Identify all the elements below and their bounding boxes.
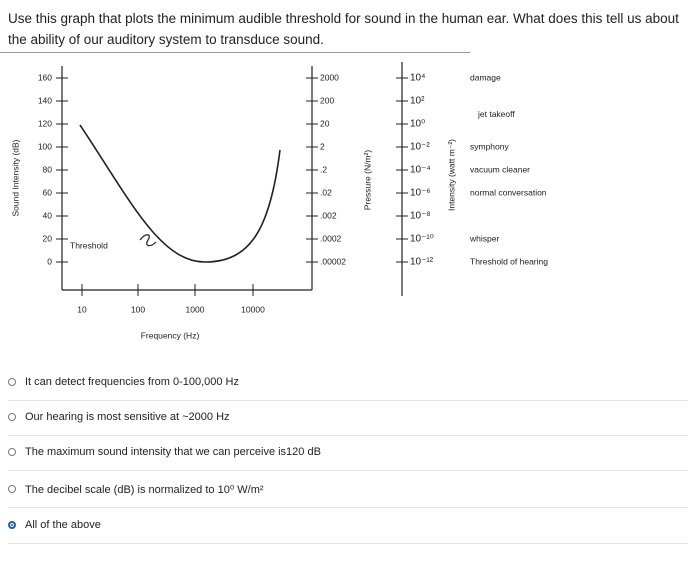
option-text: It can detect frequencies from 0-100,000… [25, 376, 240, 388]
pressure-tick-label: .02 [320, 187, 332, 197]
intensity-tick-label: 10⁴ [410, 73, 425, 84]
pressure-tick-label: 2 [320, 141, 325, 151]
db-tick-label: 80 [43, 164, 53, 174]
divider [0, 52, 470, 53]
sound-label: whisper [469, 233, 499, 243]
freq-tick-label: 10000 [241, 304, 265, 314]
freq-tick-label: 1000 [186, 304, 205, 314]
radio-button[interactable] [8, 413, 16, 421]
db-tick-label: 160 [38, 72, 52, 82]
option-text: Our hearing is most sensitive at ~2000 H… [25, 411, 230, 423]
intensity-tick-label: 10⁻² [410, 142, 430, 153]
option-text: The decibel scale (dB) is normalized to … [25, 483, 264, 496]
pressure-tick-label: 2000 [320, 72, 339, 82]
option[interactable]: All of the above [8, 507, 688, 544]
pressure-tick-label: .00002 [320, 256, 346, 266]
option[interactable]: It can detect frequencies from 0-100,000… [8, 364, 688, 401]
radio-button[interactable] [8, 485, 16, 493]
db-tick-label: 0 [47, 256, 52, 266]
option[interactable]: The decibel scale (dB) is normalized to … [8, 471, 688, 508]
db-tick-label: 40 [43, 210, 53, 220]
sound-label: normal conversation [470, 187, 547, 197]
pressure-label: Pressure (N/m²) [362, 150, 372, 211]
curve-label: Threshold [70, 240, 108, 250]
pressure-tick-label: .2 [320, 164, 327, 174]
option-text: All of the above [25, 519, 101, 531]
intensity-tick-label: 10² [410, 96, 425, 107]
x-axis-label: Frequency (Hz) [141, 330, 200, 340]
intensity-tick-label: 10⁻⁸ [410, 211, 431, 222]
pressure-tick-label: 200 [320, 95, 334, 105]
intensity-label: Intensity (watt m⁻²) [446, 139, 456, 211]
db-tick-label: 140 [38, 95, 52, 105]
intensity-tick-label: 10⁰ [410, 119, 425, 130]
db-tick-label: 100 [38, 141, 52, 151]
intensity-tick-label: 10⁻⁴ [410, 165, 431, 176]
db-tick-label: 60 [43, 187, 53, 197]
freq-tick-label: 100 [131, 304, 145, 314]
db-tick-label: 20 [43, 233, 53, 243]
intensity-tick-label: 10⁻¹² [410, 257, 434, 268]
question: Use this graph that plots the minimum au… [8, 11, 679, 47]
y-axis-label: Sound Intensity (dB) [10, 139, 20, 216]
pressure-tick-label: .002 [320, 210, 337, 220]
sound-label: Threshold of hearing [470, 256, 548, 266]
pressure-tick-label: 20 [320, 118, 330, 128]
db-tick-label: 120 [38, 118, 52, 128]
sound-label: jet takeoff [477, 109, 515, 119]
freq-tick-label: 10 [77, 304, 87, 314]
intensity-tick-label: 10⁻⁶ [410, 188, 431, 199]
sound-label: vacuum cleaner [470, 164, 530, 174]
sound-label: symphony [470, 141, 509, 151]
option[interactable]: The maximum sound intensity that we can … [8, 434, 688, 471]
pressure-tick-label: .0002 [320, 233, 342, 243]
option-text: The maximum sound intensity that we can … [25, 446, 321, 458]
sound-label: damage [470, 72, 501, 82]
option[interactable]: Our hearing is most sensitive at ~2000 H… [8, 399, 688, 436]
figure: Sound Intensity (dB) Frequency (Hz) Thre… [10, 62, 548, 340]
radio-button[interactable] [8, 378, 16, 386]
intensity-tick-label: 10⁻¹⁰ [410, 234, 434, 245]
radio-button[interactable] [8, 521, 16, 529]
radio-button[interactable] [8, 448, 16, 456]
